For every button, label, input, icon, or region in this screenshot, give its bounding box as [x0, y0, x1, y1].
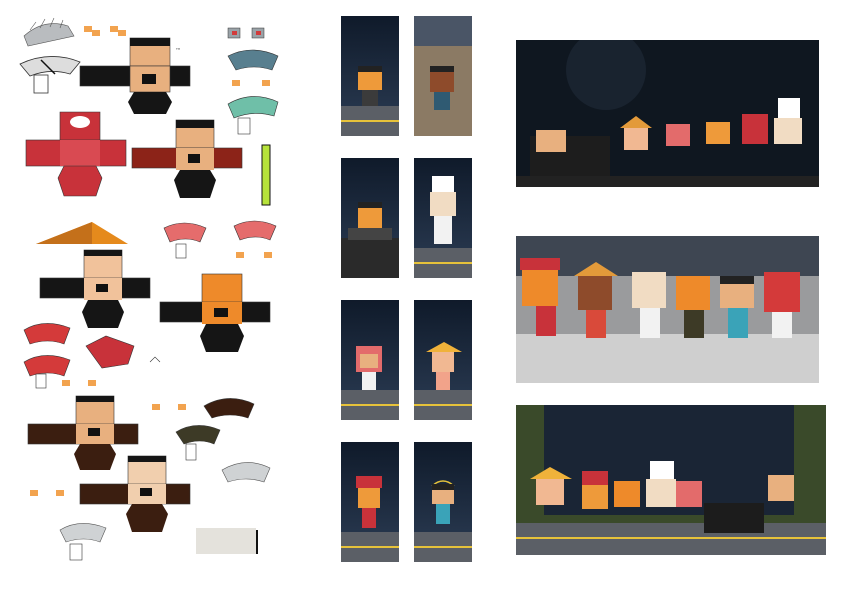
hair-piece-brown: [175, 398, 255, 461]
photo-boxer: [341, 300, 399, 420]
hat-brim-piece: [19, 56, 81, 94]
red-cap-pieces: [163, 220, 277, 259]
template-figure-2: [131, 119, 243, 198]
template-figure-4: [159, 273, 271, 352]
figure-label-1: TH: [175, 47, 180, 51]
lime-strip: [261, 144, 271, 206]
group-photo-1-svg: [516, 40, 819, 187]
photo-miner: [341, 16, 399, 136]
template-sheet-svg: TH: [19, 17, 279, 561]
template-figure-3: [39, 249, 151, 328]
paper-strip: [196, 528, 256, 554]
red-helmet-pieces: [23, 323, 161, 389]
template-figure-6: [79, 455, 191, 532]
hair-piece-teal: [227, 96, 279, 135]
group-photo-3: [516, 405, 826, 555]
photo-chef: [414, 158, 472, 278]
group-photo-2-svg: [516, 236, 819, 383]
character-photo-grid: [338, 16, 478, 562]
papercraft-template-sheet: TH: [0, 0, 300, 595]
template-figure-1: TH: [79, 37, 191, 114]
photo-soldier: [341, 442, 399, 562]
small-tabs-1: [84, 26, 126, 36]
photo-farmer: [414, 300, 472, 420]
photo-office-worker: [414, 16, 472, 136]
hair-piece-blue: [227, 49, 279, 71]
group-photo-3-svg: [516, 405, 826, 555]
photo-cook: [341, 158, 399, 278]
small-tabs-5: [30, 490, 64, 496]
small-tabs-2: [227, 27, 265, 39]
template-red-body: [25, 111, 127, 197]
small-tabs-4: [62, 380, 186, 410]
group-photo-1: [516, 40, 819, 187]
group-photo-2: [516, 236, 819, 383]
character-photo-grid-svg: [341, 16, 472, 562]
hair-piece-gray: [23, 17, 75, 47]
hair-piece-gray-2: [59, 462, 271, 561]
template-figure-5: [27, 395, 139, 470]
photo-athlete: [414, 442, 472, 562]
small-tabs-3: [232, 80, 270, 86]
